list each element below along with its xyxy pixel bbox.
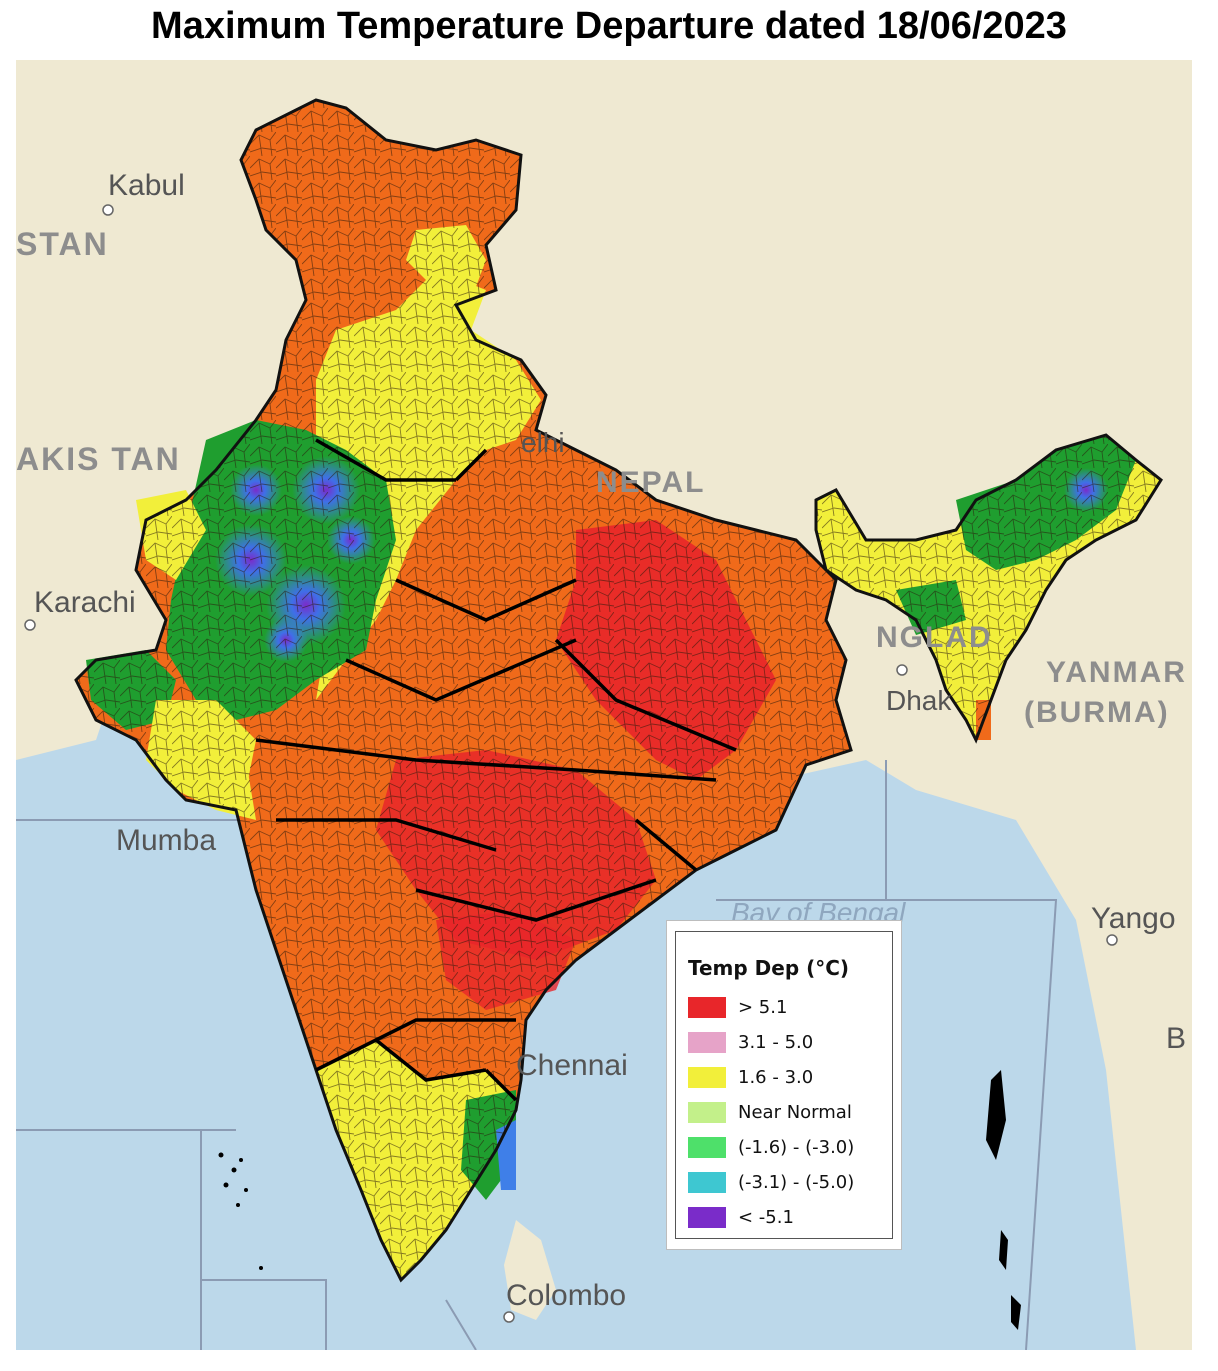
- temperature-map: Kabul STAN AKIS TAN Karachi elhi NEPAL N…: [16, 60, 1192, 1350]
- colombo-label: Colombo: [506, 1279, 626, 1312]
- burma-label: (BURMA): [1024, 696, 1170, 729]
- legend-swatch: [688, 1207, 726, 1228]
- stan-label: STAN: [16, 226, 109, 262]
- bangladesh-label: NGLAD: [876, 621, 993, 654]
- kabul-marker: [102, 204, 114, 216]
- kabul-label: Kabul: [108, 169, 185, 202]
- andaman-islands: [986, 1070, 1021, 1330]
- colombo-marker: [503, 1311, 515, 1323]
- nepal-label: NEPAL: [596, 466, 705, 499]
- delhi-label: elhi: [521, 427, 565, 458]
- legend-swatch: [688, 1067, 726, 1088]
- maritime-boundary: [16, 760, 1058, 1350]
- legend-title: Temp Dep (°C): [688, 956, 850, 980]
- legend: Temp Dep (°C) > 5.1 3.1 - 5.0 1.6 - 3.0 Nea…: [666, 920, 902, 1250]
- legend-label: 1.6 - 3.0: [738, 1067, 814, 1088]
- karachi-label: Karachi: [34, 586, 136, 619]
- legend-items: > 5.1 3.1 - 5.0 1.6 - 3.0 Near Normal (-1.6)…: [688, 990, 892, 1235]
- myanmar-label: YANMAR: [1046, 656, 1187, 689]
- legend-label: Near Normal: [738, 1102, 852, 1123]
- state-boundaries: [255, 438, 737, 1102]
- legend-item: < -5.1: [688, 1200, 892, 1235]
- legend-item: Near Normal: [688, 1095, 892, 1130]
- yangon-marker: [1106, 934, 1118, 946]
- legend-item: 1.6 - 3.0: [688, 1060, 892, 1095]
- chennai-label: Chennai: [516, 1049, 628, 1082]
- legend-label: (-3.1) - (-5.0): [738, 1172, 855, 1193]
- legend-swatch: [688, 1172, 726, 1193]
- legend-item: (-1.6) - (-3.0): [688, 1130, 892, 1165]
- legend-label: > 5.1: [738, 997, 788, 1018]
- legend-box: Temp Dep (°C) > 5.1 3.1 - 5.0 1.6 - 3.0 Nea…: [675, 931, 893, 1239]
- legend-label: 3.1 - 5.0: [738, 1032, 814, 1053]
- sri-lanka: [504, 1220, 556, 1320]
- map-edge-label: B: [1166, 1022, 1186, 1055]
- legend-swatch: [688, 997, 726, 1018]
- legend-item: (-3.1) - (-5.0): [688, 1165, 892, 1200]
- dhaka-label: Dhak: [886, 685, 952, 716]
- lakshadweep-islands: [218, 1152, 263, 1270]
- district-boundaries: [74, 98, 1163, 1283]
- karachi-marker: [24, 619, 36, 631]
- legend-label: < -5.1: [738, 1207, 794, 1228]
- map-title: Maximum Temperature Departure dated 18/0…: [151, 5, 1067, 47]
- legend-item: 3.1 - 5.0: [688, 1025, 892, 1060]
- pakistan-label: AKIS TAN: [16, 441, 181, 477]
- legend-swatch: [688, 1032, 726, 1053]
- mumbai-label: Mumba: [116, 824, 216, 857]
- legend-swatch: [688, 1137, 726, 1158]
- legend-label: (-1.6) - (-3.0): [738, 1137, 855, 1158]
- legend-item: > 5.1: [688, 990, 892, 1025]
- legend-swatch: [688, 1102, 726, 1123]
- dhaka-marker: [896, 664, 908, 676]
- yangon-label: Yango: [1091, 902, 1176, 935]
